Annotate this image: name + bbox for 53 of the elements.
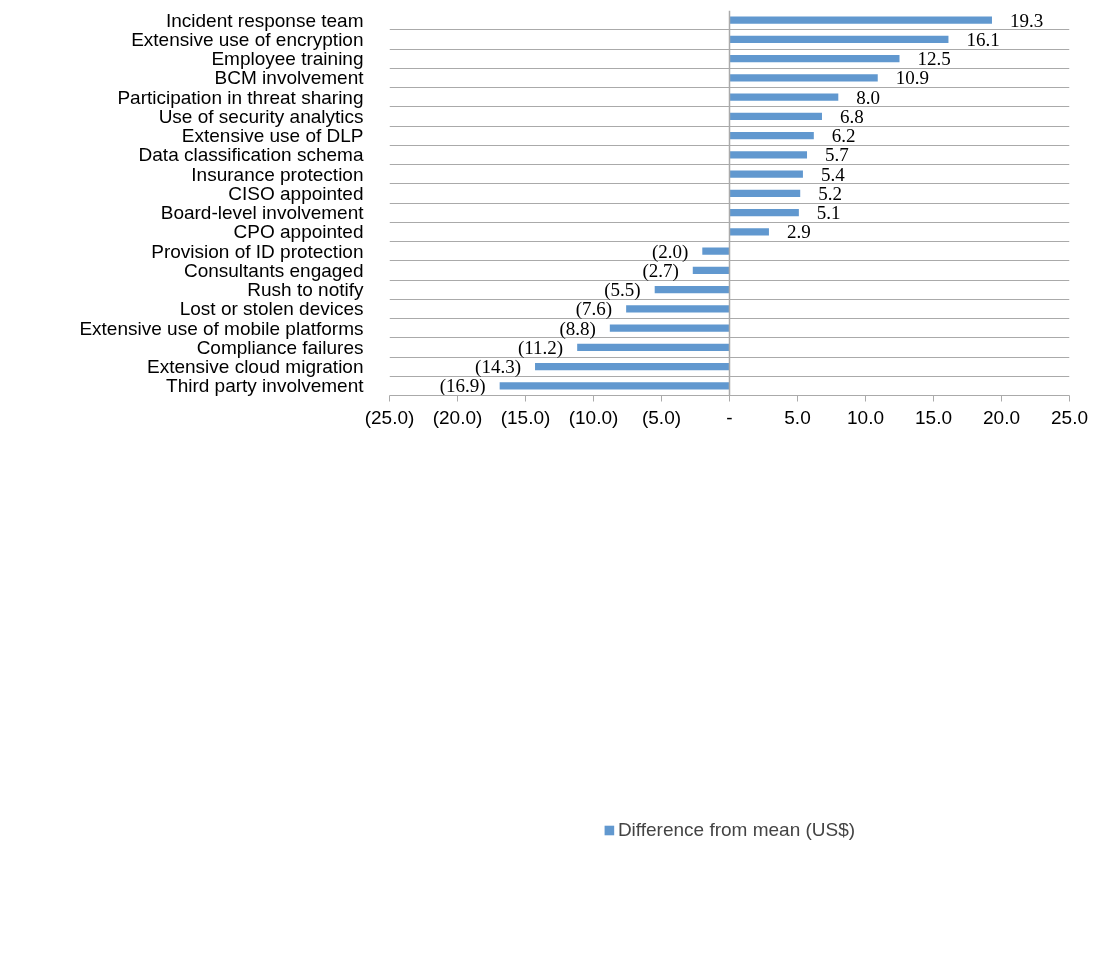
bar [729, 16, 992, 24]
x-tick-label: 20.0 [983, 406, 1020, 428]
bar [692, 266, 730, 275]
bar [729, 228, 769, 236]
data-label: 12.5 [917, 48, 951, 70]
y-tick-label: Participation in threat sharing [117, 86, 364, 108]
bar [729, 131, 814, 140]
x-tick-label: 5.0 [784, 406, 811, 428]
bar [626, 305, 730, 313]
data-label: 5.2 [818, 182, 842, 204]
x-tick-label: (25.0) [364, 406, 415, 428]
data-label: 5.7 [825, 144, 849, 166]
bar [729, 208, 799, 217]
data-label: (14.3) [475, 356, 522, 379]
data-label: 2.9 [786, 221, 811, 243]
x-tick-label: 15.0 [915, 406, 952, 428]
bar [702, 247, 730, 255]
bar [729, 93, 839, 101]
x-tick-label: (10.0) [568, 406, 619, 428]
bar [729, 189, 801, 198]
data-label: 6.2 [831, 125, 856, 147]
data-label: (2.0) [651, 240, 689, 263]
data-label: 5.4 [820, 163, 846, 185]
bar [729, 74, 878, 82]
bar [729, 35, 949, 44]
bar [654, 285, 730, 294]
bar [577, 343, 730, 352]
bar [535, 362, 730, 371]
x-tick-label: - [726, 406, 733, 428]
y-tick-label: Extensive use of mobile platforms [79, 317, 364, 339]
x-tick-label: (5.0) [641, 406, 682, 428]
y-tick-label: Insurance protection [191, 163, 364, 185]
x-tick-label: (20.0) [432, 406, 483, 428]
data-label: 19.3 [1009, 9, 1044, 31]
data-label: 10.9 [895, 67, 929, 89]
x-tick-label: (15.0) [500, 406, 551, 428]
legend-label: Difference from mean (US$) [617, 818, 856, 841]
x-tick-label: 10.0 [847, 406, 884, 428]
bar [729, 170, 803, 178]
y-tick-label: Incident response team [165, 9, 364, 31]
y-tick-label: CPO appointed [233, 221, 364, 243]
bar [499, 382, 730, 390]
data-label: 5.1 [816, 202, 841, 224]
bar [729, 54, 900, 63]
bar [609, 324, 730, 332]
bar [729, 151, 808, 159]
x-tick-label: 25.0 [1051, 406, 1088, 428]
y-tick-label: Data classification schema [138, 144, 364, 166]
data-label: 8.0 [856, 86, 881, 108]
data-label: 16.1 [966, 28, 1000, 50]
data-label: (5.5) [604, 279, 641, 302]
bar [729, 112, 822, 121]
data-label: 6.8 [839, 105, 864, 127]
